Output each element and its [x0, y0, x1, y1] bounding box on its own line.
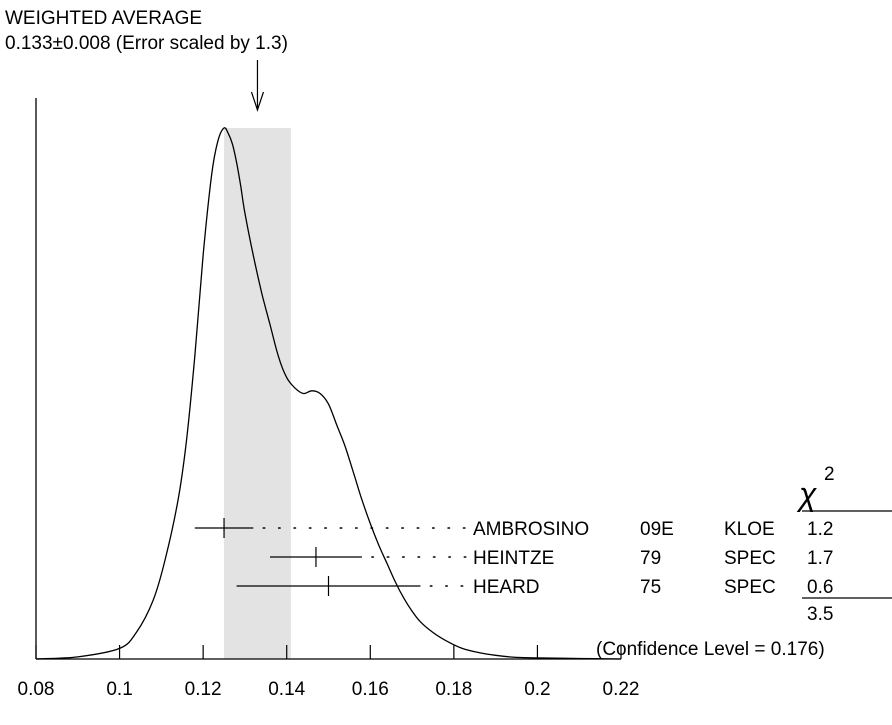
- chi2-symbol: χ: [796, 476, 817, 512]
- measurement-author: HEARD: [473, 577, 540, 598]
- measurement-technique: KLOE: [724, 519, 775, 540]
- chi2-exponent: 2: [824, 464, 835, 485]
- measurement-technique: SPEC: [724, 577, 776, 598]
- x-tick-label: 0.16: [352, 679, 389, 700]
- measurement-author: HEINTZE: [473, 548, 554, 569]
- measurement-row: AMBROSINO 09E KLOE 1.2: [194, 518, 833, 540]
- x-tick-label: 0.12: [185, 679, 222, 700]
- header-title: WEIGHTED AVERAGE: [5, 8, 202, 29]
- measurement-chi2-value: 1.7: [807, 548, 833, 569]
- x-tick-label: 0.18: [435, 679, 472, 700]
- x-tick-label: 0.2: [524, 679, 550, 700]
- measurement-author: AMBROSINO: [473, 519, 589, 540]
- measurement-chi2-value: 0.6: [807, 577, 833, 598]
- header-average: 0.133±0.008 (Error scaled by 1.3): [5, 33, 288, 54]
- x-axis-ticks: 0.08 0.1 0.12 0.14 0.16 0.18 0.2 0.22: [18, 645, 640, 700]
- measurement-chi2-value: 1.2: [807, 519, 833, 540]
- x-tick-label: 0.14: [268, 679, 305, 700]
- x-tick-label: 0.08: [18, 679, 55, 700]
- measurement-year: 79: [640, 548, 661, 569]
- measurement-technique: SPEC: [724, 548, 776, 569]
- measurement-row: HEINTZE 79 SPEC 1.7: [270, 547, 833, 569]
- average-band: [224, 128, 291, 659]
- measurement-year: 75: [640, 577, 661, 598]
- confidence-level: (Confidence Level = 0.176): [596, 639, 825, 660]
- x-tick-label: 0.1: [106, 679, 132, 700]
- measurement-rows: AMBROSINO 09E KLOE 1.2 HEINTZE 79 SPEC 1.7 HEARD…: [194, 518, 833, 598]
- measurement-row: HEARD 75 SPEC 0.6: [236, 576, 833, 598]
- measurement-year: 09E: [640, 519, 674, 540]
- average-arrow: [250, 60, 265, 112]
- chi2-total: 3.5: [807, 604, 833, 625]
- ideogram-curve: [35, 127, 622, 660]
- x-tick-label: 0.22: [603, 679, 640, 700]
